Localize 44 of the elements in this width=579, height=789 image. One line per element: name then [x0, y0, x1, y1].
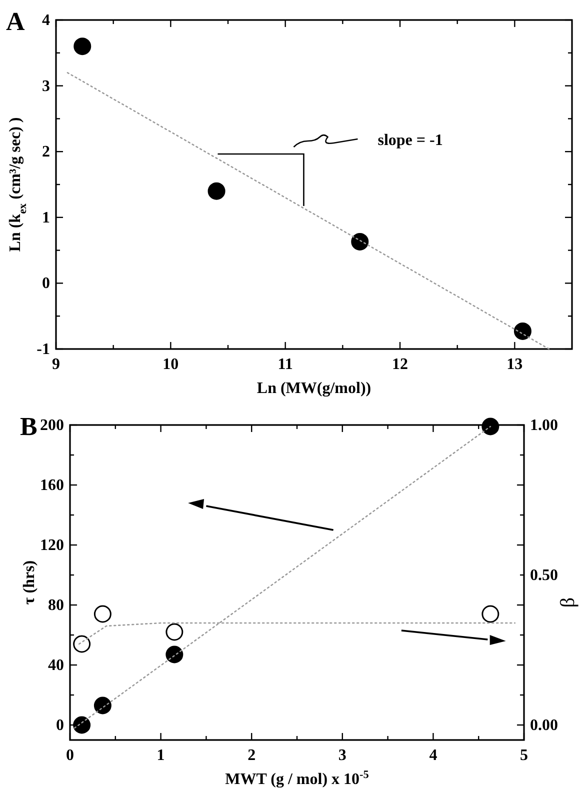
- y-tick-label: 4: [42, 12, 50, 29]
- point: [482, 418, 500, 436]
- chart-title: B: [20, 412, 38, 441]
- y2-tick-label: 1.00: [530, 417, 558, 434]
- point: [351, 232, 369, 250]
- x-tick-label: 1: [156, 747, 165, 764]
- point: [482, 605, 500, 623]
- y2-axis-title: β: [557, 597, 579, 608]
- y-tick-label: 120: [40, 537, 64, 554]
- y-tick-label: 0: [42, 275, 50, 292]
- point: [94, 696, 112, 714]
- point: [166, 646, 184, 664]
- x-axis-title: Ln (MW(g/mol)): [256, 380, 372, 397]
- y-tick-label: 160: [40, 477, 64, 494]
- annotation: slope = -1: [378, 132, 443, 150]
- point: [514, 322, 532, 340]
- y-tick-label: 80: [48, 597, 64, 614]
- x-tick-label: 2: [248, 747, 256, 764]
- point: [73, 716, 91, 734]
- point: [208, 182, 226, 200]
- x-tick-label: 4: [429, 747, 438, 764]
- x-tick-label: 3: [338, 747, 346, 764]
- point: [94, 605, 112, 623]
- y-tick-label: 40: [48, 657, 64, 674]
- x-tick-label: 10: [162, 356, 179, 373]
- x-tick-label: 5: [520, 747, 528, 764]
- y-tick-label: 1: [42, 209, 50, 226]
- y-tick-label: -1: [36, 341, 50, 358]
- y-axis-title: τ (hrs): [21, 560, 38, 605]
- point: [73, 635, 91, 653]
- y2-tick-label: 0.50: [530, 567, 558, 584]
- point: [166, 623, 184, 641]
- x-tick-label: 13: [506, 356, 523, 373]
- point: [74, 38, 92, 56]
- chart-title: A: [6, 7, 25, 36]
- y-tick-label: 2: [42, 144, 50, 161]
- x-tick-label: 9: [52, 356, 60, 373]
- x-axis-title: MWT (g / mol) x 10$^{-5}$: [225, 769, 370, 788]
- x-tick-label: 11: [278, 356, 293, 373]
- y-tick-label: 200: [40, 417, 64, 434]
- x-tick-label: 12: [392, 356, 408, 373]
- y-tick-label: 0: [56, 717, 64, 734]
- y2-tick-label: 0.00: [530, 717, 558, 734]
- y-tick-label: 3: [42, 78, 50, 95]
